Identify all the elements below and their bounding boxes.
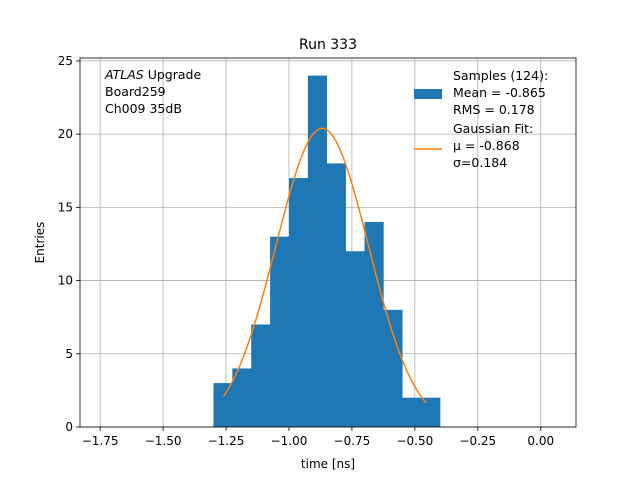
x-tick-label: 0.00 <box>527 434 554 448</box>
histogram-bar <box>232 368 252 427</box>
y-tick-label: 20 <box>58 127 73 141</box>
histogram-bar <box>364 222 384 427</box>
histogram-bar <box>270 236 290 427</box>
legend-patch <box>414 89 442 99</box>
y-axis-ticks: 0 5 10 15 20 25 <box>58 54 80 434</box>
legend: Samples (124): Mean = -0.865 RMS = 0.178… <box>414 68 548 170</box>
histogram-bar <box>307 75 328 428</box>
histogram-bar <box>326 163 346 427</box>
legend-text: μ = -0.868 <box>453 138 520 153</box>
x-tick-label: −0.75 <box>334 434 371 448</box>
x-axis-label: time [ns] <box>301 457 355 471</box>
y-axis-label: Entries <box>33 222 47 264</box>
legend-text: Mean = -0.865 <box>453 85 546 100</box>
histogram-bars <box>213 75 441 428</box>
x-tick-label: −0.25 <box>459 434 496 448</box>
x-tick-label: −1.00 <box>271 434 308 448</box>
annotation-line: Ch009 35dB <box>105 101 182 116</box>
y-tick-label: 10 <box>58 274 73 288</box>
chart-title: Run 333 <box>299 37 357 53</box>
y-tick-label: 25 <box>58 54 73 68</box>
x-axis-ticks: −1.75 −1.50 −1.25 −1.00 −0.75 −0.50 −0.25 0.00 <box>82 427 554 448</box>
histogram-bar <box>402 397 422 427</box>
legend-text: Gaussian Fit: <box>453 121 533 136</box>
histogram-bar <box>288 178 309 427</box>
axes-frame <box>79 57 577 428</box>
histogram-bar <box>213 383 233 427</box>
y-tick-label: 0 <box>65 420 73 434</box>
legend-text: σ=0.184 <box>453 155 507 170</box>
x-tick-label: −1.25 <box>208 434 245 448</box>
histogram-bar <box>421 397 441 427</box>
x-tick-label: −1.50 <box>145 434 182 448</box>
histogram-bar <box>251 324 271 427</box>
y-tick-label: 5 <box>65 347 73 361</box>
legend-text: RMS = 0.178 <box>453 102 535 117</box>
y-tick-label: 15 <box>58 200 73 214</box>
annotation-line: Board259 <box>105 84 166 99</box>
gaussian-fit-curve <box>222 127 427 404</box>
histogram-bar <box>383 309 403 427</box>
x-tick-label: −0.50 <box>396 434 433 448</box>
legend-text: Samples (124): <box>453 68 548 83</box>
histogram-bar <box>345 251 365 427</box>
x-tick-label: −1.75 <box>82 434 119 448</box>
annotation-line: ATLAS Upgrade <box>104 67 201 82</box>
atlas-annotation: ATLAS Upgrade Board259 Ch009 35dB <box>104 67 201 116</box>
